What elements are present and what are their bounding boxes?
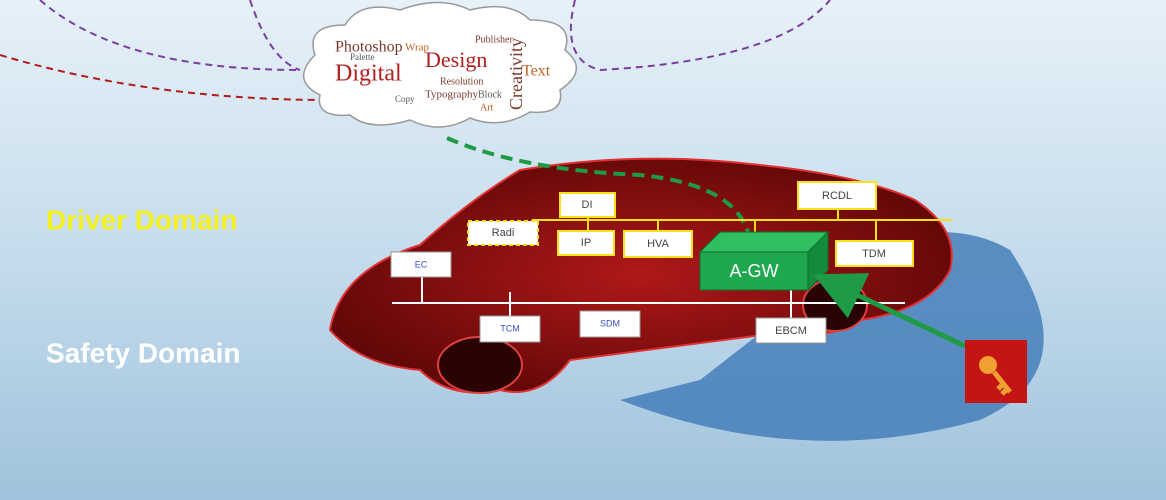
node: EC [390, 251, 452, 278]
dashed-link [0, 54, 331, 101]
word-cloud: Photoshop Digital Design Creativity Text… [303, 1, 577, 128]
node: HVA [623, 230, 693, 258]
word: Publisher [475, 34, 513, 45]
domain-label: Driver Domain [46, 204, 237, 235]
arrow [813, 273, 967, 349]
label: EC [415, 259, 428, 269]
word: Photoshop [335, 39, 403, 56]
node: SDM [579, 310, 641, 338]
label: TCM [500, 323, 520, 333]
key-icon [965, 340, 1027, 403]
label: A-GW [730, 261, 779, 281]
label: HVA [647, 238, 669, 250]
word: Resolution [440, 76, 483, 87]
label: EBCM [775, 325, 807, 337]
wheel [437, 336, 523, 394]
word: Palette [350, 52, 375, 62]
node: EBCM [755, 317, 827, 344]
word: Wrap [405, 42, 429, 54]
dashed-link [39, 0, 301, 71]
node: TDM [835, 240, 914, 267]
word: Text [522, 63, 551, 80]
dashed-link [249, 0, 301, 71]
dashed-link [569, 0, 831, 72]
node: TCM [479, 315, 541, 343]
label: DI [582, 199, 593, 211]
word: Digital [335, 61, 402, 87]
green-dashed-link [446, 136, 752, 241]
node: Radi [467, 220, 539, 246]
label: RCDL [822, 190, 852, 202]
word: Copy [395, 94, 415, 104]
node: IP [557, 230, 615, 256]
word: Design [425, 47, 487, 72]
word: Block [478, 89, 502, 100]
label: TDM [862, 248, 886, 260]
gateway: A-GW [698, 230, 830, 292]
node: RCDL [797, 181, 877, 210]
word: Typography [425, 89, 478, 101]
label: Radi [492, 227, 515, 239]
word: Creativity [506, 38, 526, 110]
label: IP [581, 237, 591, 249]
node: DI [559, 192, 616, 218]
label: SDM [600, 318, 620, 328]
word: Art [480, 102, 494, 113]
domain-label: Safety Domain [46, 337, 241, 368]
